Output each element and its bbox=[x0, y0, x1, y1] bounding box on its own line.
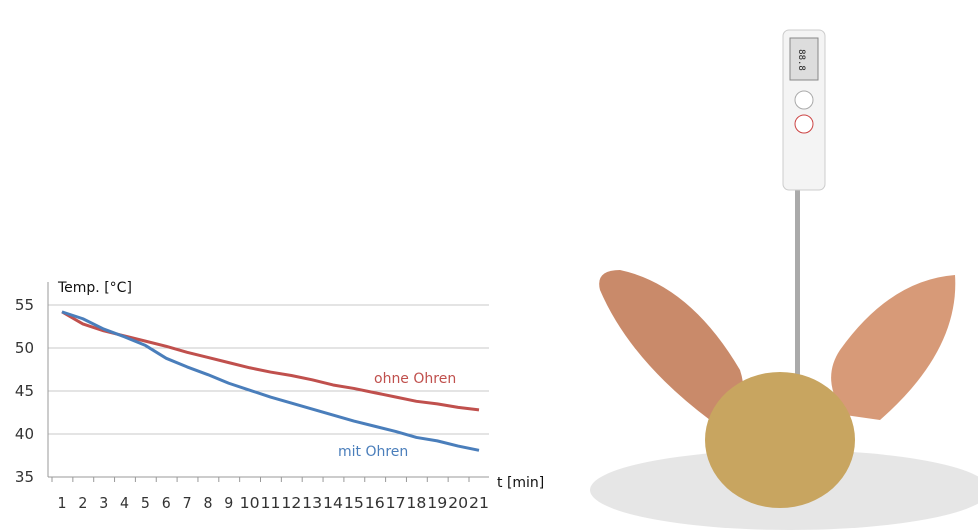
x-tick-label: 13 bbox=[302, 494, 322, 512]
x-tick-label: 15 bbox=[344, 494, 364, 512]
thermometer-button bbox=[794, 90, 814, 110]
left-copper-ear bbox=[599, 270, 744, 420]
x-tick-label: 21 bbox=[469, 494, 489, 512]
y-tick-label: 40 bbox=[15, 425, 34, 443]
y-tick-label: 45 bbox=[15, 382, 34, 400]
y-tick-label: 55 bbox=[15, 296, 34, 314]
x-tick-label: 2 bbox=[78, 494, 87, 512]
series-label: ohne Ohren bbox=[374, 371, 456, 387]
potato bbox=[705, 372, 855, 508]
x-tick-label: 4 bbox=[120, 494, 129, 512]
thermometer-probe bbox=[795, 190, 800, 380]
x-tick-label: 7 bbox=[183, 494, 192, 512]
x-tick-label: 18 bbox=[406, 494, 426, 512]
x-tick-label: 10 bbox=[240, 494, 260, 512]
x-tick-label: 12 bbox=[281, 494, 301, 512]
y-tick-label: 50 bbox=[15, 339, 34, 357]
series-label: mit Ohren bbox=[338, 444, 408, 460]
potato-with-copper-ears-photo: 88.8 bbox=[590, 29, 978, 530]
y-axis-label: Temp. [°C] bbox=[57, 280, 132, 296]
x-tick-label: 16 bbox=[365, 494, 385, 512]
x-tick-label: 11 bbox=[261, 494, 281, 512]
x-tick-label: 14 bbox=[323, 494, 343, 512]
x-tick-label: 6 bbox=[162, 494, 171, 512]
x-tick-label: 5 bbox=[141, 494, 150, 512]
series-line-1 bbox=[61, 310, 480, 412]
x-tick-label: 19 bbox=[427, 494, 447, 512]
x-tick-label: 1 bbox=[58, 494, 67, 512]
x-tick-label: 9 bbox=[224, 494, 233, 512]
x-tick-label: 17 bbox=[386, 494, 406, 512]
x-tick-label: 20 bbox=[448, 494, 468, 512]
x-tick-label: 3 bbox=[99, 494, 108, 512]
x-axis-label: t [min] bbox=[497, 475, 544, 491]
power-icon bbox=[794, 114, 814, 134]
thermometer-display bbox=[789, 37, 819, 81]
x-tick-label: 8 bbox=[203, 494, 212, 512]
right-copper-ear bbox=[831, 275, 956, 420]
y-tick-label: 35 bbox=[15, 468, 34, 486]
thermometer-reading: 88.8 bbox=[796, 49, 806, 71]
